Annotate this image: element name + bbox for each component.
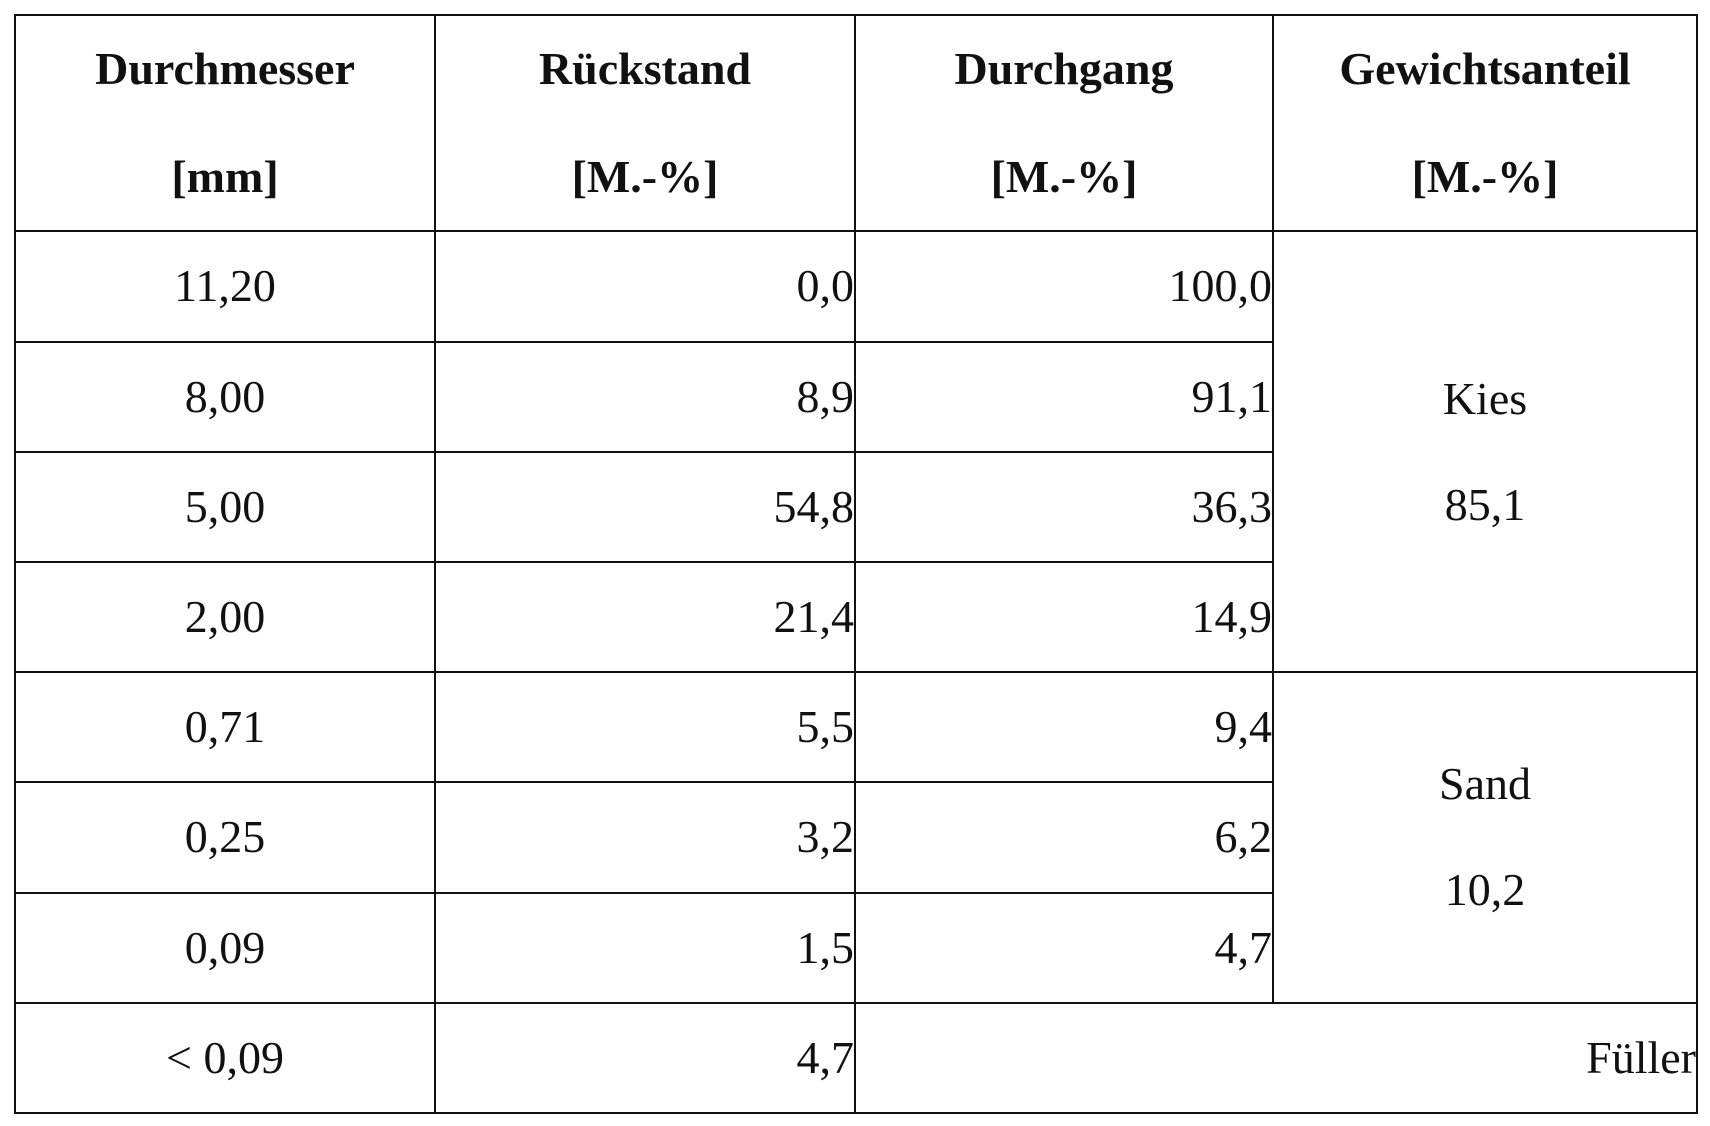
cell-durchgang: 9,4 [855,672,1273,782]
cell-diameter: 2,00 [15,562,435,672]
cell-rueckstand: 54,8 [435,452,855,562]
group-kies-cell: Kies 85,1 [1273,231,1697,672]
table-row: 0,71 5,5 9,4 Sand 10,2 [15,672,1697,782]
header-title: Rückstand [436,46,854,92]
header-rueckstand: Rückstand [M.-%] [435,15,855,231]
group-sand-cell: Sand 10,2 [1273,672,1697,1003]
cell-durchgang: 36,3 [855,452,1273,562]
cell-diameter: < 0,09 [15,1003,435,1113]
header-unit: [mm] [16,154,434,200]
group-kies-name: Kies [1274,376,1696,422]
cell-durchgang: 14,9 [855,562,1273,672]
cell-diameter: 5,00 [15,452,435,562]
header-durchgang: Durchgang [M.-%] [855,15,1273,231]
cell-diameter: 0,09 [15,893,435,1003]
cell-diameter: 0,71 [15,672,435,782]
header-unit: [M.-%] [436,154,854,200]
header-title: Gewichtsanteil [1274,46,1696,92]
cell-rueckstand: 3,2 [435,782,855,892]
grain-size-table: Durchmesser [mm] Rückstand [M.-%] Durchg… [14,14,1698,1114]
cell-durchgang: 100,0 [855,231,1273,341]
header-title: Durchmesser [16,46,434,92]
table-row: 11,20 0,0 100,0 Kies 85,1 [15,231,1697,341]
cell-diameter: 0,25 [15,782,435,892]
cell-durchgang: 91,1 [855,342,1273,452]
grain-size-table-container: Durchmesser [mm] Rückstand [M.-%] Durchg… [14,14,1696,1114]
header-gewichtsanteil: Gewichtsanteil [M.-%] [1273,15,1697,231]
cell-diameter: 11,20 [15,231,435,341]
cell-rueckstand: 0,0 [435,231,855,341]
group-sand-name: Sand [1274,761,1696,807]
cell-rueckstand: 8,9 [435,342,855,452]
header-unit: [M.-%] [856,154,1272,200]
group-fueller-cell: Füller [855,1003,1697,1113]
header-diameter: Durchmesser [mm] [15,15,435,231]
group-kies-value: 85,1 [1274,482,1696,528]
header-unit: [M.-%] [1274,154,1696,200]
cell-diameter: 8,00 [15,342,435,452]
table-row: < 0,09 4,7 Füller [15,1003,1697,1113]
header-row: Durchmesser [mm] Rückstand [M.-%] Durchg… [15,15,1697,231]
cell-rueckstand: 21,4 [435,562,855,672]
cell-rueckstand: 1,5 [435,893,855,1003]
group-sand-value: 10,2 [1274,867,1696,913]
cell-durchgang: 6,2 [855,782,1273,892]
cell-rueckstand: 5,5 [435,672,855,782]
cell-rueckstand: 4,7 [435,1003,855,1113]
cell-durchgang: 4,7 [855,893,1273,1003]
header-title: Durchgang [856,46,1272,92]
